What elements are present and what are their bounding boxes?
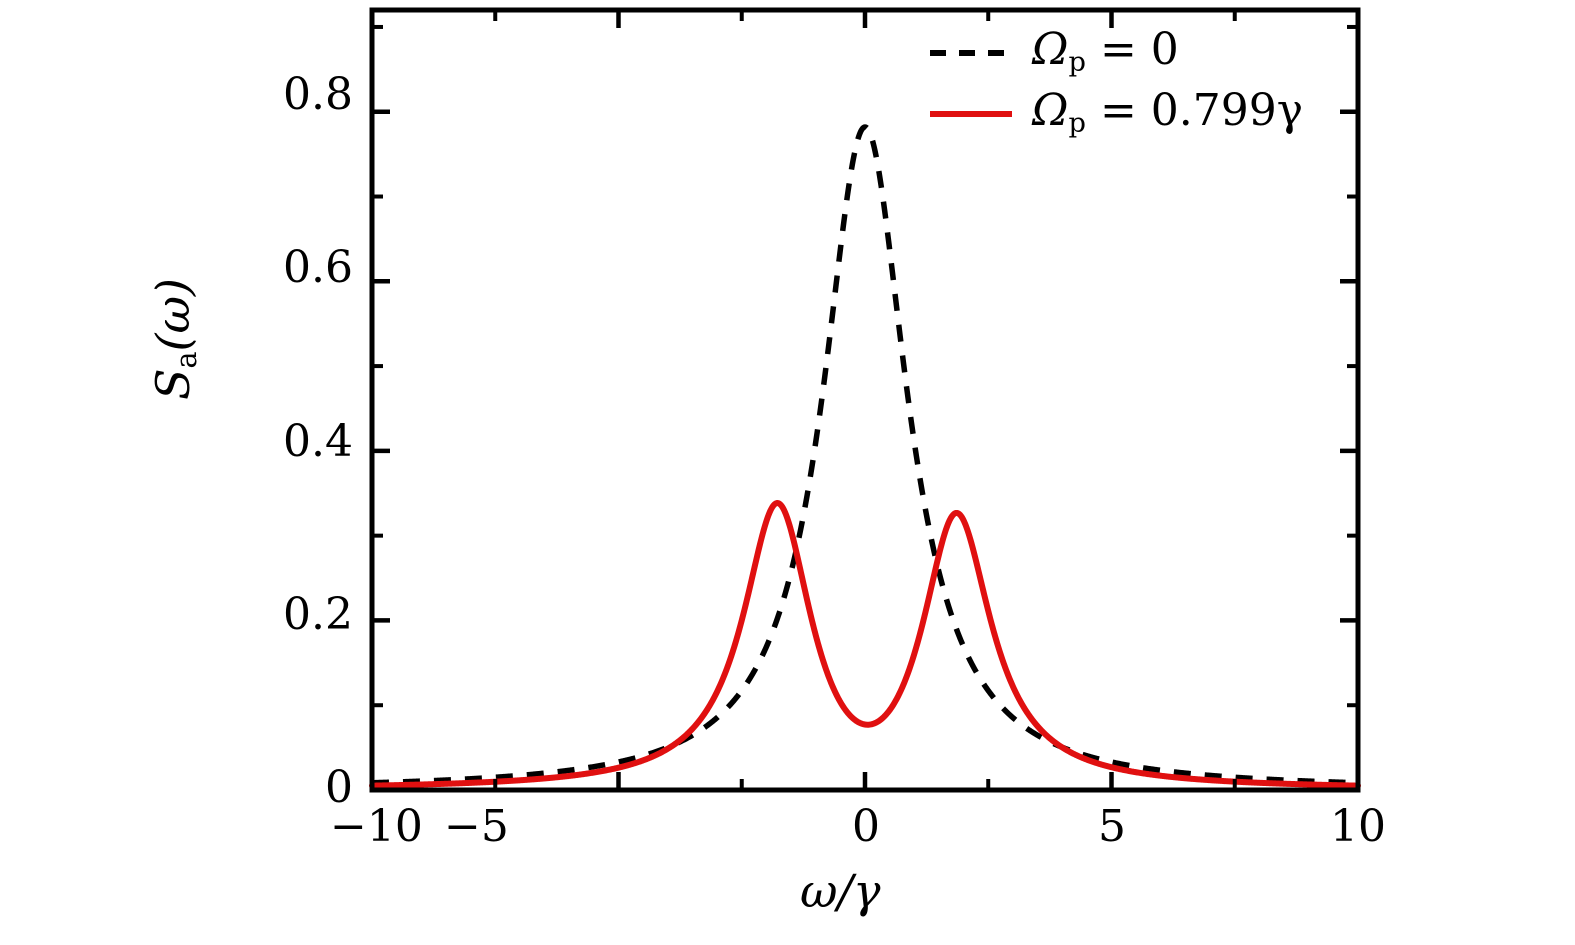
x-axis-title: ω/γ [800,864,881,918]
y-axis-title-symbol: S [146,368,200,400]
legend-samples [930,50,1012,117]
ytick-label-0: 0 [325,762,353,813]
legend-subscript-0: p [1068,46,1086,78]
xtick-label-minus5: −5 [444,801,509,852]
ytick-label-0.2: 0.2 [283,589,353,640]
series-line-omega-p-zero [371,124,1359,786]
legend-symbol-0: Ω [1032,24,1069,75]
tick-marks [369,10,1361,793]
plot-area-background [372,10,1358,790]
ytick-label-0.8: 0.8 [283,69,353,120]
y-axis-title-argument: (ω) [146,278,200,352]
xtick-label-5: 5 [1098,801,1126,852]
ytick-label-0.6: 0.6 [283,242,353,293]
ytick-label-0.4: 0.4 [283,416,353,467]
curve-layer [369,124,1361,789]
legend-text-0: = 0 [1085,24,1179,75]
xtick-label-10: 10 [1330,801,1386,852]
legend-entry-omega-p-0799: Ωp = 0.799γ [1032,89,1303,137]
legend-text-1: = 0.799γ [1085,85,1304,136]
legend-entry-omega-p-zero: Ωp = 0 [1032,28,1179,76]
xtick-label-minus10: −10 [330,801,423,852]
legend-symbol-1: Ω [1032,85,1069,136]
series-line-omega-p-0799 [369,500,1361,789]
y-axis-title: Sa(ω) [146,278,204,400]
xtick-label-zero: 0 [852,801,880,852]
y-axis-title-subscript: a [170,351,204,369]
legend-subscript-1: p [1068,107,1086,139]
